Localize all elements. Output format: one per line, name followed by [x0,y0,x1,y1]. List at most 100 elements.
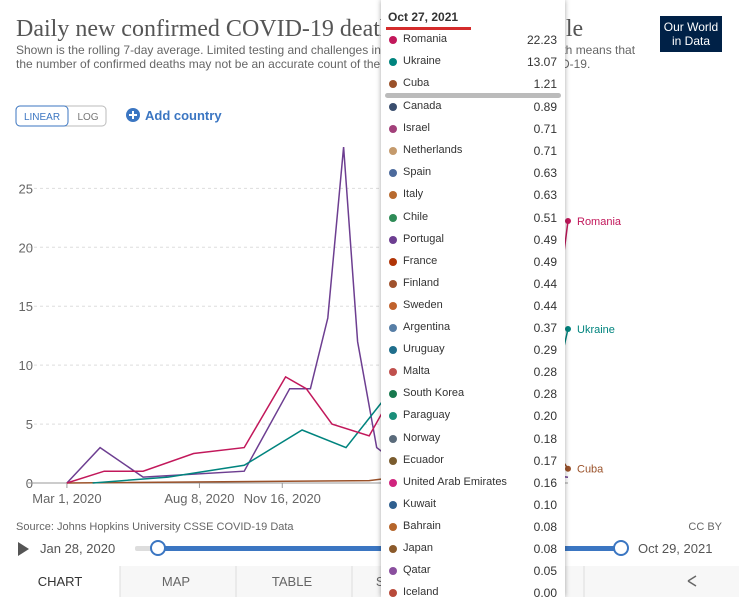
row-value: 0.89 [533,100,557,114]
row-value: 0.28 [533,387,557,402]
row-name: Kuwait [403,497,437,510]
y-tick-label: 5 [26,417,33,432]
legend-dot [389,103,397,111]
tooltip-row: Norway 0.18 [381,429,565,449]
tooltip-row: Romania 22.23 [381,30,565,50]
tooltip-row: Finland 0.44 [381,274,565,294]
x-tick-label: Mar 1, 2020 [32,491,101,506]
row-value: 0.71 [533,122,557,137]
tooltip-row: Chile 0.51 [381,208,565,228]
log-label[interactable]: LOG [77,112,98,123]
row-name: Israel [403,122,430,135]
row-name: Finland [403,276,440,289]
tooltip-row: Kuwait 0.10 [381,495,565,515]
timeline-start: Jan 28, 2020 [40,541,115,556]
tooltip-row: Malta 0.28 [381,362,565,382]
legend-dot [389,545,397,553]
legend-dot [389,346,397,355]
row-name: Cuba [403,77,430,89]
tooltip-row: Argentina 0.37 [381,318,565,338]
tooltip-row: Sweden 0.44 [381,296,565,316]
row-name: Romania [403,33,448,45]
timeline-handle[interactable] [150,540,166,556]
row-name: Portugal [403,232,444,245]
row-name: Argentina [403,321,451,333]
row-name: Qatar [403,564,431,577]
row-name: South Korea [403,387,465,400]
tooltip-row: Israel 0.71 [381,119,565,139]
row-name: Paraguay [403,409,451,422]
y-tick-label: 10 [19,358,33,373]
row-name: Ukraine [403,55,441,67]
tooltip-row: Iceland 0.00 [381,583,565,597]
row-name: Japan [403,542,433,554]
row-name: Italy [403,188,424,201]
tooltip-row: Bahrain 0.08 [381,517,565,537]
row-value: 0.08 [533,542,557,556]
legend-dot [389,213,397,222]
row-value: 13.07 [526,55,557,69]
end-point [565,465,571,472]
logo-text: Our World [664,20,718,34]
row-value: 0.63 [533,166,557,181]
row-name: Bahrain [403,519,441,532]
tooltip-row: France 0.49 [381,252,565,272]
legend-dot [389,36,397,44]
play-button[interactable] [18,542,29,556]
legend-dot [389,191,397,200]
row-value: 0.05 [533,564,557,579]
legend-dot [389,522,397,531]
legend-dot [389,257,397,266]
date-underline [386,27,471,30]
linear-button[interactable] [15,105,69,127]
add-country[interactable]: Add country [145,108,222,123]
linear-label: LINEAR [24,112,60,123]
legend-dot [389,235,397,244]
add-icon-plus [129,111,137,119]
x-tick-label: Aug 8, 2020 [164,491,234,506]
legend-dot [389,412,397,421]
tooltip: Oct 27, 2021 Romania 22.23 Ukraine 13.07 Cub… [381,0,565,597]
row-value: 0.44 [533,298,557,313]
row-name: Norway [403,431,441,444]
legend-dot [389,324,397,332]
tab-label: TABLE [272,574,313,589]
row-value: 0.29 [533,343,557,358]
legend-dot [389,125,397,134]
logo-text: in Data [672,34,710,48]
row-name: Canada [403,100,442,112]
series-label: Romania [577,216,622,228]
legend-dot [389,301,397,310]
legend-dot [389,456,397,465]
row-name: Malta [403,365,430,378]
legend-dot [389,589,397,597]
source: Source: Johns Hopkins University CSSE CO… [16,521,294,533]
tab-label: MAP [162,574,190,589]
legend-dot [389,80,397,88]
end-point [565,218,571,225]
row-value: 0.17 [533,453,557,468]
separator [385,93,561,98]
license: CC BY [688,521,722,533]
row-value: 1.21 [533,77,557,91]
row-value: 0.28 [533,365,557,380]
row-value: 0.08 [533,519,557,534]
row-value: 0.16 [533,475,557,490]
tooltip-row: Spain 0.63 [381,163,565,183]
legend-dot [389,567,397,576]
legend-dot [389,434,397,443]
logo[interactable] [660,16,722,52]
timeline-handle[interactable] [613,540,629,556]
legend-dot [389,478,397,487]
tab-active[interactable] [0,566,120,597]
row-value: 0.10 [533,497,557,512]
row-name: United Arab Emirates [403,475,507,488]
tooltip-row: Portugal 0.49 [381,230,565,250]
row-value: 0.49 [533,232,557,247]
tooltip-row: Cuba 1.21 [381,74,565,94]
share-icon [687,575,697,587]
row-name: Netherlands [403,144,463,157]
row-name: Chile [403,210,429,223]
y-tick-label: 15 [19,299,33,314]
